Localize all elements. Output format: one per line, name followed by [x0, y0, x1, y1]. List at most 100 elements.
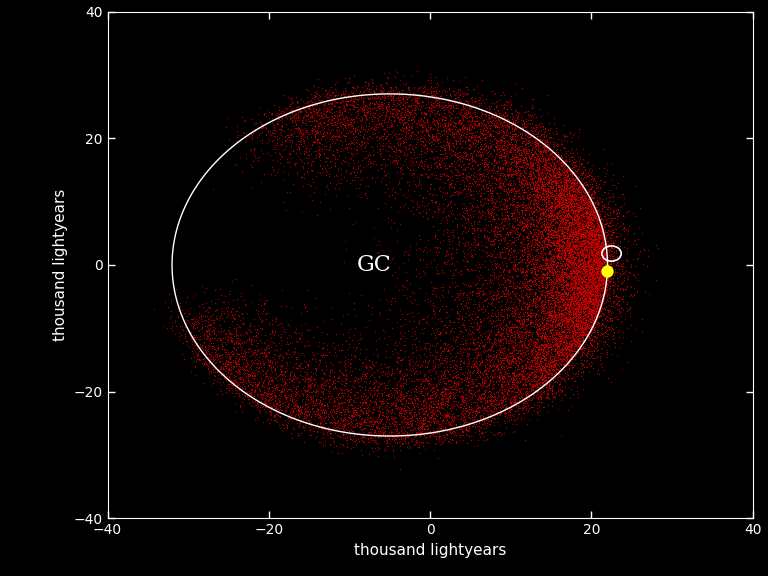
Point: [237, 375, 250, 384]
Point: [583, 287, 595, 296]
Point: [502, 316, 515, 325]
Point: [478, 404, 490, 414]
Point: [548, 312, 560, 321]
Point: [418, 131, 430, 140]
Point: [482, 207, 494, 217]
Point: [492, 362, 504, 372]
Point: [569, 229, 581, 238]
Point: [589, 239, 601, 248]
Point: [501, 331, 513, 340]
Point: [574, 343, 587, 353]
Point: [539, 263, 551, 272]
Point: [571, 278, 584, 287]
Point: [473, 407, 485, 416]
Point: [607, 170, 620, 179]
Point: [564, 245, 576, 255]
Point: [558, 158, 571, 168]
Point: [509, 331, 521, 340]
Point: [336, 118, 348, 127]
Point: [558, 232, 571, 241]
Point: [234, 339, 247, 348]
Point: [551, 202, 564, 211]
Point: [280, 386, 293, 395]
Point: [316, 385, 329, 394]
Point: [305, 392, 317, 401]
Point: [586, 214, 598, 223]
Point: [438, 362, 450, 372]
Point: [578, 276, 590, 286]
Point: [458, 339, 471, 348]
Point: [601, 291, 613, 300]
Point: [482, 419, 494, 428]
Point: [560, 251, 572, 260]
Point: [241, 393, 253, 402]
Point: [249, 345, 261, 354]
Point: [439, 371, 451, 380]
Point: [551, 348, 564, 358]
Point: [502, 290, 515, 299]
Point: [395, 397, 407, 406]
Point: [572, 251, 584, 260]
Point: [526, 367, 538, 377]
Point: [548, 376, 561, 385]
Point: [497, 140, 509, 149]
Point: [515, 348, 528, 358]
Point: [565, 308, 578, 317]
Point: [362, 420, 374, 430]
Point: [581, 363, 594, 372]
Point: [309, 379, 321, 388]
Point: [497, 180, 509, 189]
Point: [322, 426, 334, 435]
Point: [493, 329, 505, 338]
Point: [586, 222, 598, 231]
Point: [515, 328, 528, 337]
Point: [233, 321, 246, 331]
Point: [594, 221, 607, 230]
Point: [579, 322, 591, 331]
Point: [586, 192, 598, 202]
Point: [516, 393, 528, 402]
Point: [612, 296, 624, 305]
Point: [228, 313, 240, 323]
Point: [535, 254, 548, 263]
Point: [503, 355, 515, 364]
Point: [450, 400, 462, 410]
Point: [470, 401, 482, 410]
Point: [256, 380, 268, 389]
Point: [558, 311, 570, 320]
Point: [512, 385, 525, 394]
Point: [482, 309, 494, 318]
Point: [530, 364, 542, 373]
Point: [542, 162, 554, 171]
Point: [576, 336, 588, 345]
Point: [473, 392, 485, 401]
Point: [369, 128, 382, 138]
Point: [412, 98, 424, 107]
Point: [535, 368, 547, 377]
Point: [552, 271, 564, 281]
Point: [220, 349, 233, 358]
Point: [531, 382, 544, 392]
Point: [550, 180, 562, 189]
Point: [475, 321, 488, 330]
Point: [272, 351, 284, 361]
Point: [588, 229, 600, 238]
Point: [536, 185, 548, 195]
Point: [550, 297, 562, 306]
Point: [538, 359, 551, 369]
Point: [477, 302, 489, 312]
Point: [521, 304, 534, 313]
Point: [354, 398, 366, 407]
Point: [584, 260, 596, 270]
Point: [483, 166, 495, 175]
Point: [584, 283, 597, 292]
Point: [561, 237, 573, 247]
Point: [326, 365, 338, 374]
Point: [370, 397, 382, 407]
Point: [538, 314, 550, 323]
Point: [254, 290, 266, 299]
Point: [412, 98, 424, 108]
Point: [253, 362, 265, 372]
Point: [435, 404, 447, 413]
Point: [585, 286, 598, 295]
